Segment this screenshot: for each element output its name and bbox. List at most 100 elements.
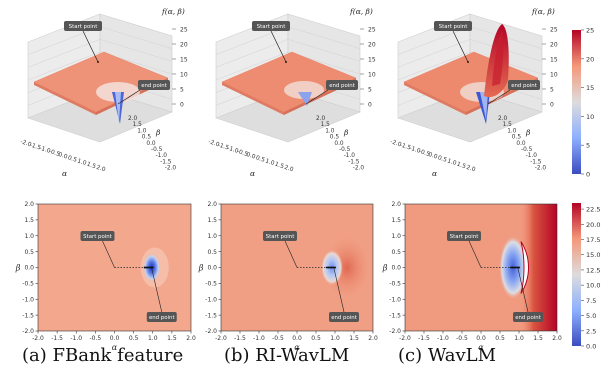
start-point-label: Start point	[69, 24, 98, 30]
y-tick-label: 0.5	[330, 135, 340, 141]
y-tick-label: -0.5	[521, 147, 533, 153]
trajectory-point	[150, 266, 153, 269]
y-tick-label: 0.5	[512, 135, 522, 141]
start-point-arrow	[102, 240, 115, 268]
start-point-label: Start point	[450, 234, 479, 240]
x-tick-label: -1.5	[418, 335, 430, 342]
x-tick-label: -1.5	[399, 142, 412, 151]
y-tick-label: -1.0	[156, 153, 168, 159]
y-tick-label: -2.0	[165, 166, 177, 172]
y-tick-label: -1.5	[205, 312, 217, 319]
heatmap-colorbar: 0.0 2.5 5.0 7.5 10.0 12.5 15.0 17.5 20.0 22.5	[572, 203, 600, 351]
z-tick-label: 0	[550, 102, 554, 109]
surface-colorbar: 0 5 10 15 20 25	[572, 27, 594, 179]
ridge-shade	[492, 30, 504, 86]
end-point-arrow	[517, 268, 529, 313]
x-tick-label: -2.0	[32, 335, 44, 342]
x-tick-label: 2.0	[95, 165, 106, 174]
x-tick-label: -1.5	[234, 335, 246, 342]
x-axis-label: α	[62, 169, 67, 178]
x-axis-label: α	[250, 169, 255, 178]
y-tick-label: -1.5	[389, 312, 401, 319]
end-point-label: end point	[515, 315, 541, 321]
y-tick-label: -2.0	[353, 166, 365, 172]
x-tick-label: 0.0	[57, 152, 68, 161]
z-tick-label: 5	[550, 87, 554, 94]
end-point-label: end point	[149, 315, 175, 321]
z-tick-label: 25	[550, 27, 558, 34]
x-tick-label: 1.0	[76, 158, 87, 167]
pane-gridline	[287, 39, 361, 62]
end-point-arrow	[305, 89, 329, 105]
x-tick-label: -1.5	[51, 335, 63, 342]
x-tick-label: 2.0	[465, 165, 476, 174]
start-point-label: Start point	[439, 24, 468, 30]
x-tick-label: -2.0	[389, 139, 402, 148]
trajectory-point	[518, 266, 520, 269]
pane-gridline	[27, 51, 101, 81]
y-tick-label: -1.5	[348, 159, 360, 165]
z-axis-label: f(α, β)	[531, 7, 555, 16]
trajectory-point	[148, 266, 151, 269]
y-tick-label: 1.0	[391, 233, 401, 240]
y-tick-label: 0.0	[146, 141, 156, 147]
trajectory-point	[151, 266, 154, 269]
x-tick-label: -1.0	[253, 335, 265, 342]
start-point-arrow	[452, 30, 469, 63]
trajectory-point	[511, 266, 514, 269]
start-point-marker	[467, 61, 469, 63]
start-point-box	[252, 21, 290, 31]
colorbar-tick-label: 20.0	[586, 221, 600, 229]
z-tick-label: 10	[550, 72, 558, 79]
z-tick-label: 20	[368, 42, 376, 49]
trajectory-point	[330, 266, 333, 269]
y-tick-label: -0.5	[205, 281, 217, 288]
y-tick-label: -1.5	[530, 159, 542, 165]
x-tick-label: -1.5	[217, 142, 230, 151]
y-tick-label: 2.0	[128, 116, 138, 122]
colorbar-tick-label: 20	[586, 55, 594, 63]
start-point-arrow	[468, 240, 482, 268]
trajectory-point	[332, 266, 335, 269]
y-tick-label: 1.5	[321, 122, 331, 128]
end-point-box	[326, 80, 358, 90]
heatmap-panel-a: -2.0 -1.5 -1.0 -0.5 0.0 0.5 1.0 1.5 2.0 α -2.0 -1.5…	[15, 201, 196, 352]
y-tick-label: 1.0	[24, 233, 34, 240]
x-tick-label: 1.5	[456, 162, 467, 171]
z-tick-label: 20	[180, 42, 188, 49]
trajectory-point	[514, 266, 517, 269]
x-tick-label: 1.0	[264, 158, 275, 167]
x-tick-label: 1.0	[148, 335, 158, 342]
y-tick-label: -1.5	[22, 312, 34, 319]
x-tick-label: 2.0	[186, 335, 196, 342]
y-tick-label: 0.0	[24, 265, 34, 272]
y-tick-label: 2.0	[391, 201, 401, 208]
x-tick-label: -1.0	[38, 146, 51, 155]
y-axis-label: β	[198, 264, 204, 273]
start-point-box	[263, 231, 297, 241]
y-tick-label: 1.0	[507, 128, 517, 134]
y-tick-label: 1.0	[325, 128, 335, 134]
end-point-label: end point	[511, 83, 537, 89]
colorbar-tick-label: 15.0	[586, 251, 600, 259]
z-tick-label: 25	[180, 27, 188, 34]
trajectory-point	[327, 266, 330, 269]
y-tick-label: -1.0	[22, 296, 34, 303]
y-axis-label: β	[15, 264, 21, 273]
surface-edge	[34, 82, 96, 115]
y-tick-label: -0.5	[389, 281, 401, 288]
z-tick-label: 25	[368, 27, 376, 34]
x-tick-label: -0.5	[90, 335, 102, 342]
x-tick-label: -1.0	[226, 146, 239, 155]
y-tick-label: -2.0	[205, 328, 217, 335]
y-tick-label: 0.5	[207, 249, 217, 256]
x-tick-label: -1.0	[408, 146, 421, 155]
start-point-marker	[285, 61, 287, 63]
start-point-box	[80, 231, 115, 241]
y-tick-label: -1.0	[344, 153, 356, 159]
trajectory-point	[329, 266, 332, 269]
x-tick-label: -1.5	[29, 142, 42, 151]
